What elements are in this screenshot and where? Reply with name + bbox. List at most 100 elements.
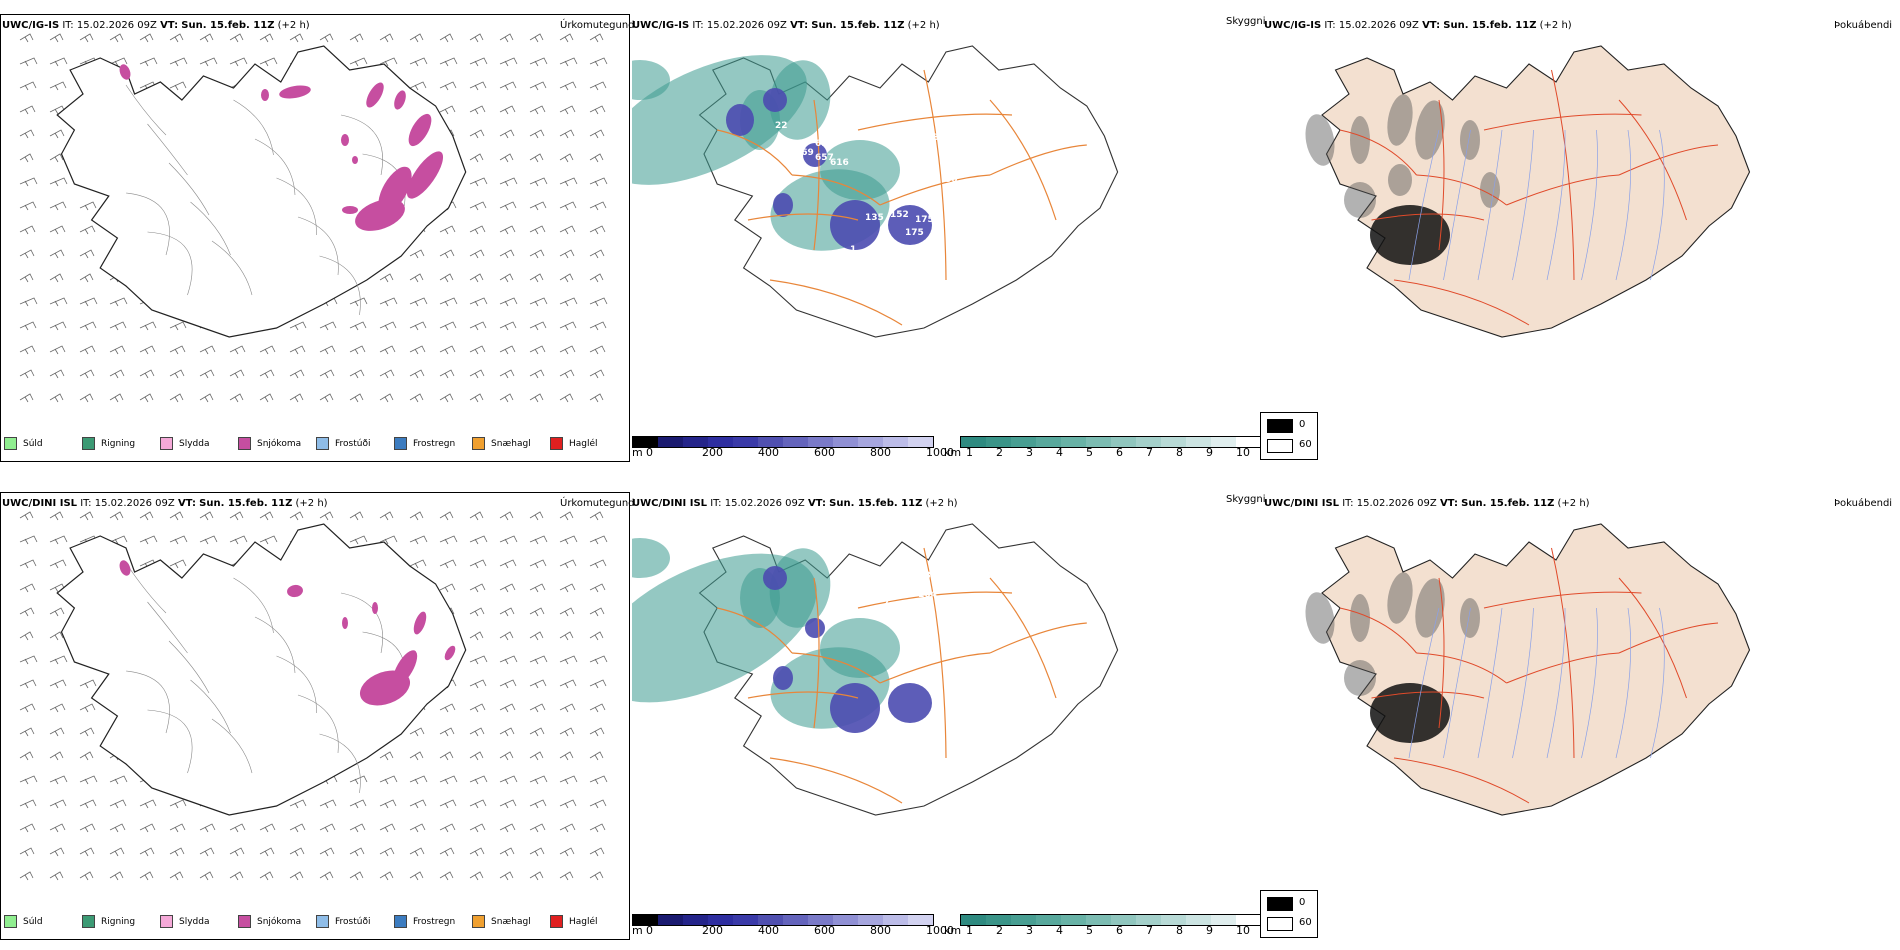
snow-area (342, 617, 348, 629)
ceiling-area (805, 618, 825, 638)
snow-area (341, 134, 349, 146)
snow-area (279, 85, 311, 99)
colorbar-step (1186, 437, 1211, 447)
fog-legend-low: 0 (1299, 897, 1306, 908)
snow-area (392, 650, 418, 686)
visibility-tick: 10 (1236, 924, 1250, 937)
lead-time: (+2 h) (295, 498, 328, 509)
ceiling-area (830, 683, 880, 733)
ceiling-tick: 1000 (926, 924, 954, 937)
visibility-area (769, 60, 831, 140)
fog-map (1305, 45, 1751, 338)
model-name: UWC/DINI ISL (2, 498, 78, 509)
panel-frame (0, 492, 630, 940)
ceiling-area (888, 683, 932, 723)
ceiling-tick: 200 (702, 924, 723, 937)
snow-area (444, 645, 456, 661)
visibility-panel: 466 673 347 33 198 151 186 164 178 7 UWC/DINI ISL… (632, 478, 1266, 948)
colorbar-step (1136, 437, 1161, 447)
visibility-value-label: 7 (883, 599, 889, 609)
colorbar-step (733, 437, 758, 447)
visibility-tick: 6 (1116, 924, 1123, 937)
panel-title: Þokuábendi (1834, 20, 1893, 31)
vt-label: VT: (790, 20, 809, 31)
vt-label: VT: (807, 498, 826, 509)
lead-time: (+2 h) (1539, 20, 1572, 31)
legend-item: Frostúði (316, 437, 394, 450)
legend-item: Snjókoma (238, 915, 316, 928)
ceiling-tick: 200 (702, 446, 723, 459)
vt-label: VT: (1439, 498, 1458, 509)
colorbar-step (1186, 915, 1211, 925)
colorbar-step (833, 915, 858, 925)
colorbar-step (961, 915, 986, 925)
visibility-value-label: 269 (795, 148, 814, 158)
colorbar-step (908, 915, 933, 925)
header: UWC/IG-IS IT: 15.02.2026 09Z VT: Sun. 15… (2, 20, 310, 31)
legend-label: Snjókoma (257, 916, 302, 927)
fog-legend-light (1267, 917, 1293, 931)
ceiling-area (726, 104, 754, 136)
fog-area (1350, 594, 1370, 642)
colorbar-step (961, 437, 986, 447)
fog-legend-low: 0 (1299, 419, 1306, 430)
header: UWC/DINI ISL IT: 15.02.2026 09Z VT: Sun.… (632, 498, 958, 509)
snow-area (119, 64, 131, 80)
fog-area (1388, 164, 1412, 196)
colorbar-step (683, 437, 708, 447)
snow-area (342, 206, 358, 214)
precip-type-panel: UWC/DINI ISL IT: 15.02.2026 09Z VT: Sun.… (0, 478, 635, 948)
legend-item: Slydda (160, 437, 238, 450)
visibility-tick: 7 (1146, 924, 1153, 937)
visibility-value-label: 164 (918, 590, 937, 600)
lead-time: (+2 h) (925, 498, 958, 509)
legend-item: Frostregn (394, 915, 472, 928)
legend-item: Slydda (160, 915, 238, 928)
visibility-value-label: 657 (815, 153, 834, 163)
model-name: UWC/IG-IS (1264, 20, 1322, 31)
visibility-tick: 5 (1086, 924, 1093, 937)
ceiling-area (773, 193, 793, 217)
colorbar-step (783, 915, 808, 925)
colorbar-step (633, 437, 658, 447)
legend-swatch (472, 437, 485, 450)
visibility-value-label: 645 (860, 133, 879, 143)
visibility-panel: 639 316 645 258 22 69 269 657 616 901 30 164 135 152 1… (632, 0, 1266, 470)
snow-area (408, 113, 432, 147)
legend-swatch (316, 915, 329, 928)
colorbar-step (858, 915, 883, 925)
vt-value: Sun. 15.feb. 11Z (811, 20, 905, 31)
ceiling-tick: 800 (870, 446, 891, 459)
legend-swatch (550, 915, 563, 928)
visibility-area (632, 60, 670, 100)
visibility-value-label: 186 (870, 590, 889, 600)
legend-label: Súld (23, 438, 43, 449)
ceiling-tick: 1000 (926, 446, 954, 459)
colorbar-step (883, 915, 908, 925)
colorbar-step (883, 437, 908, 447)
colorbar-step (1211, 915, 1236, 925)
visibility-value-label: 511 (875, 241, 894, 251)
fog-area (1415, 100, 1445, 160)
lead-time: (+2 h) (907, 20, 940, 31)
colorbar-step (1111, 437, 1136, 447)
visibility-tick: 8 (1176, 924, 1183, 937)
legend-item: Frostúði (316, 915, 394, 928)
colorbar-step (708, 915, 733, 925)
model-name: UWC/DINI ISL (1264, 498, 1340, 509)
visibility-colorbar (960, 914, 1262, 926)
fog-area (1350, 116, 1370, 164)
visibility-value-label: 33 (812, 521, 825, 531)
ceiling-area (773, 666, 793, 690)
fog-legend-dark (1267, 897, 1293, 911)
visibility-value-label: 175 (905, 228, 924, 238)
model-name: UWC/DINI ISL (632, 498, 708, 509)
ceiling-tick: 0 (646, 924, 653, 937)
colorbar-step (1086, 915, 1111, 925)
model-name: UWC/IG-IS (632, 20, 690, 31)
it-value: 15.02.2026 09Z (94, 498, 175, 509)
fog-area (1387, 572, 1413, 624)
legend-label: Frostúði (335, 438, 371, 449)
legend-swatch (472, 915, 485, 928)
ceiling-area (803, 143, 827, 167)
